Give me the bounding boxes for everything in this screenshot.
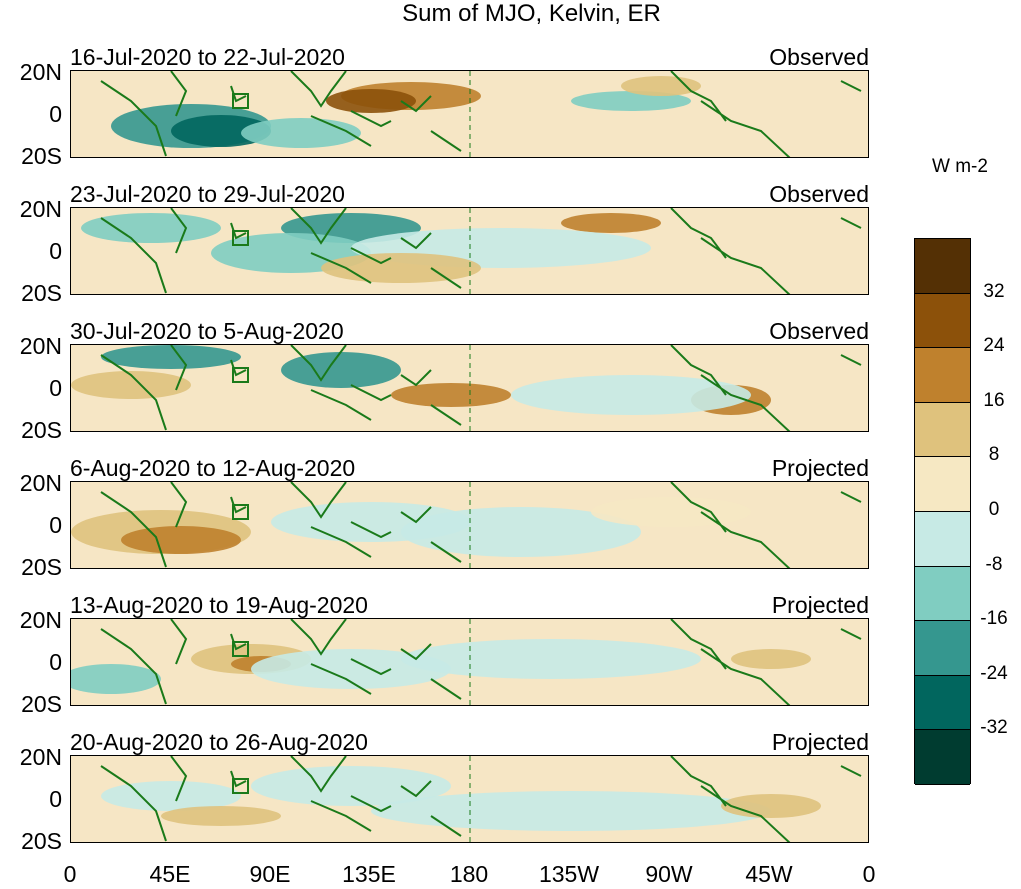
colorbar-tick-label: -8: [985, 553, 1003, 575]
map-panel-6: 20-Aug-2020 to 26-Aug-2020 Projected 20N 0 2…: [0, 729, 1021, 862]
latitude-label: 0: [49, 649, 62, 675]
colorbar-swatch: [915, 730, 970, 785]
colorbar-tick-label: -24: [980, 662, 1008, 684]
longitude-label: 45W: [745, 861, 793, 887]
latitude-label: 20N: [19, 470, 62, 496]
colorbar-swatch: [915, 675, 970, 731]
colorbar-tick-label: 8: [988, 444, 1000, 466]
panel-date-range: 30-Jul-2020 to 5-Aug-2020: [70, 318, 344, 344]
map-panel-5: 13-Aug-2020 to 19-Aug-2020 Projected 20N 0 2…: [0, 592, 1021, 725]
anomaly-map: [70, 755, 869, 843]
colorbar-tick-label: 16: [983, 389, 1005, 411]
map-panel-3: 30-Jul-2020 to 5-Aug-2020 Observed 20N 0 20S: [0, 318, 1021, 451]
colorbar-swatch: [915, 348, 970, 403]
colorbar-swatch: [915, 621, 970, 676]
longitude-label: 0: [63, 861, 77, 887]
anomaly-map: [70, 207, 869, 295]
latitude-label: 0: [49, 512, 62, 538]
latitude-label: 20S: [21, 280, 62, 306]
anomaly-map: [70, 70, 869, 158]
longitude-label: 90W: [645, 861, 693, 887]
panel-status: Projected: [771, 455, 869, 481]
latitude-label: 20N: [19, 607, 62, 633]
panel-status: Observed: [769, 44, 869, 70]
map-panel-2: 23-Jul-2020 to 29-Jul-2020 Observed 20N 0 20…: [0, 181, 1021, 314]
latitude-label: 0: [49, 101, 62, 127]
colorbar-swatch: [915, 293, 970, 349]
longitude-label: 135E: [342, 861, 396, 887]
colorbar-swatch: [915, 402, 970, 458]
colorbar-swatch: [915, 457, 970, 512]
panel-date-range: 23-Jul-2020 to 29-Jul-2020: [70, 181, 345, 207]
panel-date-range: 20-Aug-2020 to 26-Aug-2020: [70, 729, 368, 755]
latitude-label: 20S: [21, 417, 62, 443]
latitude-label: 20S: [21, 554, 62, 580]
panel-status: Projected: [771, 592, 869, 618]
colorbar-swatch: [915, 566, 970, 622]
panel-date-range: 6-Aug-2020 to 12-Aug-2020: [70, 455, 356, 481]
anomaly-map: [70, 344, 869, 432]
longitude-label: 180: [449, 861, 489, 887]
latitude-label: 20N: [19, 333, 62, 359]
colorbar-tick-label: 32: [983, 280, 1005, 302]
anomaly-map: [70, 481, 869, 569]
latitude-label: 0: [49, 786, 62, 812]
latitude-label: 0: [49, 238, 62, 264]
colorbar: [914, 238, 971, 785]
colorbar-swatch: [915, 512, 970, 567]
latitude-label: 20N: [19, 196, 62, 222]
latitude-label: 20S: [21, 143, 62, 169]
map-panel-4: 6-Aug-2020 to 12-Aug-2020 Projected 20N 0 20…: [0, 455, 1021, 588]
map-panel-1: 16-Jul-2020 to 22-Jul-2020 Observed 20N 0 20…: [0, 44, 1021, 177]
latitude-label: 20S: [21, 828, 62, 854]
anomaly-map: [70, 618, 869, 706]
latitude-label: 20N: [19, 744, 62, 770]
latitude-label: 20N: [19, 59, 62, 85]
longitude-label: 45E: [149, 861, 191, 887]
colorbar-tick-label: -16: [980, 608, 1008, 630]
colorbar-unit: W m-2: [932, 156, 988, 177]
colorbar-tick-label: 24: [983, 335, 1005, 357]
colorbar-tick-label: -32: [980, 717, 1008, 739]
colorbar-tick-label: 0: [988, 499, 1000, 520]
longitude-label: 90E: [249, 861, 291, 887]
panel-date-range: 16-Jul-2020 to 22-Jul-2020: [70, 44, 345, 70]
longitude-label: 135W: [538, 861, 600, 887]
panel-status: Observed: [769, 318, 869, 344]
colorbar-swatch: [915, 239, 970, 294]
panel-date-range: 13-Aug-2020 to 19-Aug-2020: [70, 592, 368, 618]
longitude-label: 0: [862, 861, 876, 887]
latitude-label: 20S: [21, 691, 62, 717]
latitude-label: 0: [49, 375, 62, 401]
figure-title: Sum of MJO, Kelvin, ER: [402, 0, 661, 27]
panel-status: Observed: [769, 181, 869, 207]
panel-status: Projected: [771, 729, 869, 755]
